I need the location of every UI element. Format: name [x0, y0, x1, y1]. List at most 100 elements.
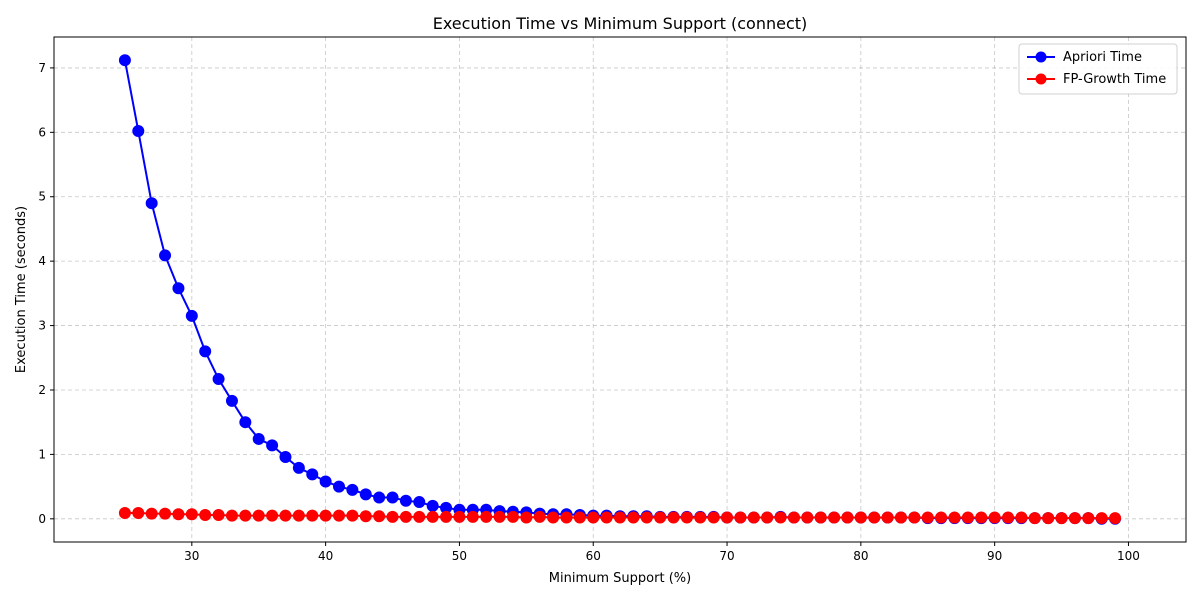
legend-marker	[1035, 73, 1047, 85]
data-point	[225, 394, 238, 407]
data-point	[493, 510, 506, 523]
data-point	[1068, 512, 1081, 525]
legend-label: Apriori Time	[1063, 50, 1142, 65]
x-axis-label: Minimum Support (%)	[549, 571, 691, 586]
data-point	[961, 511, 974, 524]
data-point	[346, 483, 359, 496]
data-point	[801, 511, 814, 524]
data-point	[266, 509, 279, 522]
data-point	[520, 511, 533, 524]
data-point	[854, 511, 867, 524]
data-point	[1095, 512, 1108, 525]
data-point	[640, 511, 653, 524]
data-point	[440, 510, 453, 523]
data-point	[654, 511, 667, 524]
legend: Apriori Time FP-Growth Time	[1018, 43, 1178, 95]
legend-box	[1018, 43, 1178, 95]
data-point	[279, 509, 292, 522]
data-point	[199, 345, 212, 358]
data-point	[306, 509, 319, 522]
data-point	[1002, 511, 1015, 524]
x-tick-label: 100	[1117, 549, 1140, 563]
data-point	[333, 509, 346, 522]
data-point	[1042, 512, 1055, 525]
data-point	[680, 511, 693, 524]
data-point	[761, 511, 774, 524]
data-point	[292, 461, 305, 474]
data-point	[145, 197, 158, 210]
data-point	[627, 511, 640, 524]
y-tick-label: 1	[38, 447, 46, 461]
data-point	[413, 496, 426, 509]
data-point	[359, 510, 372, 523]
y-tick-label: 2	[38, 383, 46, 397]
ticks-layer: 30 40 50 60 70 80 90 100 0 1 2 3 4 5 6 7	[38, 61, 1140, 563]
x-tick-label: 40	[318, 549, 333, 563]
data-point	[547, 511, 560, 524]
data-point	[359, 488, 372, 501]
data-point	[373, 491, 386, 504]
series-1	[118, 507, 1122, 525]
x-tick-label: 70	[719, 549, 734, 563]
data-point	[199, 508, 212, 521]
data-point	[132, 507, 145, 520]
data-point	[185, 309, 198, 322]
data-point	[587, 511, 600, 524]
data-point	[935, 511, 948, 524]
y-tick-label: 0	[38, 512, 46, 526]
data-point	[707, 511, 720, 524]
data-point	[466, 510, 479, 523]
data-point	[118, 54, 131, 67]
x-tick-label: 30	[184, 549, 199, 563]
data-point	[373, 510, 386, 523]
data-point	[333, 480, 346, 493]
data-point	[159, 507, 172, 520]
data-point	[319, 475, 332, 488]
y-tick-label: 5	[38, 190, 46, 204]
data-point	[306, 468, 319, 481]
data-point	[426, 499, 439, 512]
data-point	[453, 510, 466, 523]
data-point	[426, 510, 439, 523]
data-point	[212, 373, 225, 386]
data-point	[132, 125, 145, 138]
legend-marker	[1035, 51, 1047, 63]
data-point	[774, 511, 787, 524]
x-tick-label: 90	[987, 549, 1002, 563]
y-tick-label: 7	[38, 61, 46, 75]
data-point	[1015, 511, 1028, 524]
data-point	[185, 508, 198, 521]
data-point	[868, 511, 881, 524]
data-point	[346, 509, 359, 522]
data-point	[734, 511, 747, 524]
y-axis-label: Execution Time (seconds)	[14, 206, 29, 373]
data-point	[1028, 512, 1041, 525]
x-tick-label: 60	[586, 549, 601, 563]
series-0	[118, 54, 1122, 525]
data-point	[212, 508, 225, 521]
legend-label: FP-Growth Time	[1063, 72, 1166, 87]
data-point	[975, 511, 988, 524]
data-point	[1109, 512, 1122, 525]
data-point	[399, 494, 412, 507]
data-point	[266, 439, 279, 452]
data-point	[881, 511, 894, 524]
grid-layer	[54, 37, 1186, 542]
data-point	[814, 511, 827, 524]
plot-frame	[53, 36, 1187, 543]
data-point	[292, 509, 305, 522]
data-point	[172, 508, 185, 521]
y-tick-label: 3	[38, 319, 46, 333]
x-tick-label: 50	[452, 549, 467, 563]
data-point	[841, 511, 854, 524]
data-point	[252, 509, 265, 522]
data-point	[399, 510, 412, 523]
data-point	[948, 511, 961, 524]
data-point	[225, 509, 238, 522]
data-point	[908, 511, 921, 524]
data-point	[386, 510, 399, 523]
data-point	[319, 509, 332, 522]
data-point	[694, 511, 707, 524]
data-point	[118, 507, 131, 520]
